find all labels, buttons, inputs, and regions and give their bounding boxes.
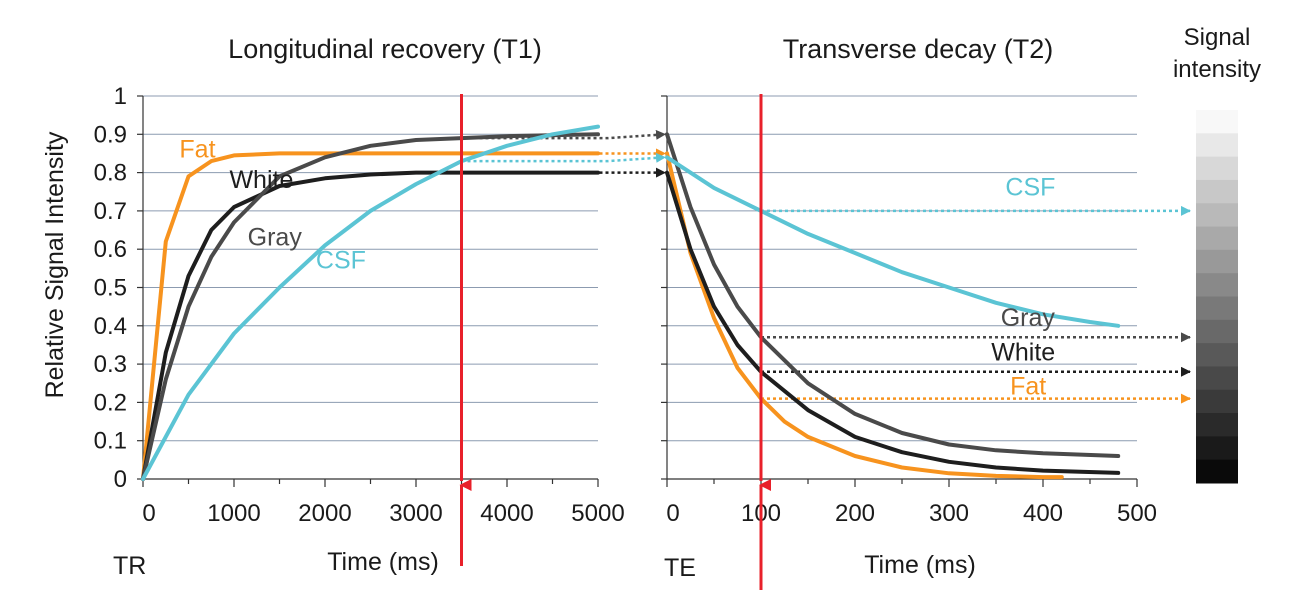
series-label-gray-t1: Gray — [248, 223, 303, 251]
grayscale-swatch — [1196, 249, 1238, 274]
y-tick-label: 0.6 — [94, 236, 127, 263]
grayscale-swatch — [1196, 133, 1238, 158]
x-tick-label: 5000 — [571, 500, 624, 527]
series-line-gray-t1 — [141, 132, 600, 481]
grayscale-swatch — [1196, 343, 1238, 367]
y-axis-label: Relative Signal Intensity — [41, 131, 69, 398]
series-line-csf-t2 — [665, 155, 1121, 328]
x-tick-label: 0 — [142, 500, 155, 527]
series-line-white-t1 — [141, 170, 600, 481]
y-tick-label: 0 — [114, 466, 127, 493]
scale-title-line-1: Signal — [1184, 24, 1251, 51]
y-tick-label: 1 — [114, 83, 127, 110]
x-tick-label: 3000 — [389, 500, 442, 527]
y-tick-label: 0.5 — [94, 275, 127, 302]
grayscale-swatch — [1196, 203, 1238, 228]
grayscale-swatch — [1196, 296, 1238, 321]
te-label: TE — [664, 554, 696, 582]
chart-title-t2: Transverse decay (T2) — [783, 34, 1054, 64]
scale-title-line-2: intensity — [1173, 56, 1261, 83]
grayscale-swatch — [1196, 273, 1238, 297]
series-line-white-t2 — [665, 170, 1121, 475]
tr-label: TR — [113, 552, 146, 580]
series-line-fat-t1 — [141, 151, 600, 481]
series-label-white-t2: White — [991, 338, 1055, 366]
grayscale-swatch — [1196, 226, 1238, 251]
y-tick-label: 0.9 — [94, 121, 127, 148]
grayscale-swatch — [1196, 156, 1238, 181]
grayscale-swatch — [1196, 319, 1238, 344]
grayscale-swatch — [1196, 179, 1238, 204]
series-line-gray-t2 — [665, 132, 1121, 458]
series-label-fat-t2: Fat — [1010, 373, 1046, 401]
x-axis-label-t1: Time (ms) — [327, 548, 439, 576]
axes-layer: 0 1000 2000 3000 4000 5000 0 100 200 300 400 50000.… — [94, 83, 1157, 527]
x-tick-label: 0 — [666, 500, 679, 527]
x-tick-label: 1000 — [207, 500, 260, 527]
x-axis-label-t2: Time (ms) — [864, 551, 976, 579]
y-tick-label: 0.3 — [94, 351, 127, 378]
grayscale-swatch — [1196, 389, 1238, 414]
x-tick-label: 500 — [1117, 500, 1157, 527]
grayscale-swatch — [1196, 366, 1238, 391]
y-tick-label: 0.2 — [94, 389, 127, 416]
series-label-csf-t1: CSF — [316, 246, 366, 274]
grayscale-swatch — [1196, 436, 1238, 461]
x-tick-label: 300 — [929, 500, 969, 527]
grayscale-swatch — [1196, 110, 1238, 134]
x-tick-label: 4000 — [480, 500, 533, 527]
x-tick-label: 2000 — [298, 500, 351, 527]
series-line-csf-t1 — [141, 124, 600, 481]
x-tick-label: 400 — [1023, 500, 1063, 527]
series-label-gray-t2: Gray — [1001, 304, 1056, 332]
series-label-white-t1: White — [229, 166, 293, 194]
y-tick-label: 0.4 — [94, 313, 127, 340]
series-label-csf-t2: CSF — [1005, 174, 1055, 202]
grayscale-swatch — [1196, 413, 1238, 437]
series-layer — [141, 124, 1121, 481]
grayscale-bar — [1196, 110, 1238, 484]
x-tick-label: 200 — [835, 500, 875, 527]
grayscale-swatch — [1196, 459, 1238, 484]
chart-title-t1: Longitudinal recovery (T1) — [228, 34, 542, 64]
arrow-t1-csf — [461, 152, 666, 163]
series-line-fat-t2 — [665, 151, 1064, 480]
marker-layer — [459, 94, 771, 590]
series-labels-layer: Fat White Gray CSF CSF Gray White Fat — [179, 135, 1055, 400]
grid-layer — [143, 95, 1137, 442]
y-tick-label: 0.1 — [94, 428, 127, 455]
y-tick-label: 0.7 — [94, 198, 127, 225]
y-tick-label: 0.8 — [94, 160, 127, 187]
series-label-fat-t1: Fat — [179, 135, 215, 163]
